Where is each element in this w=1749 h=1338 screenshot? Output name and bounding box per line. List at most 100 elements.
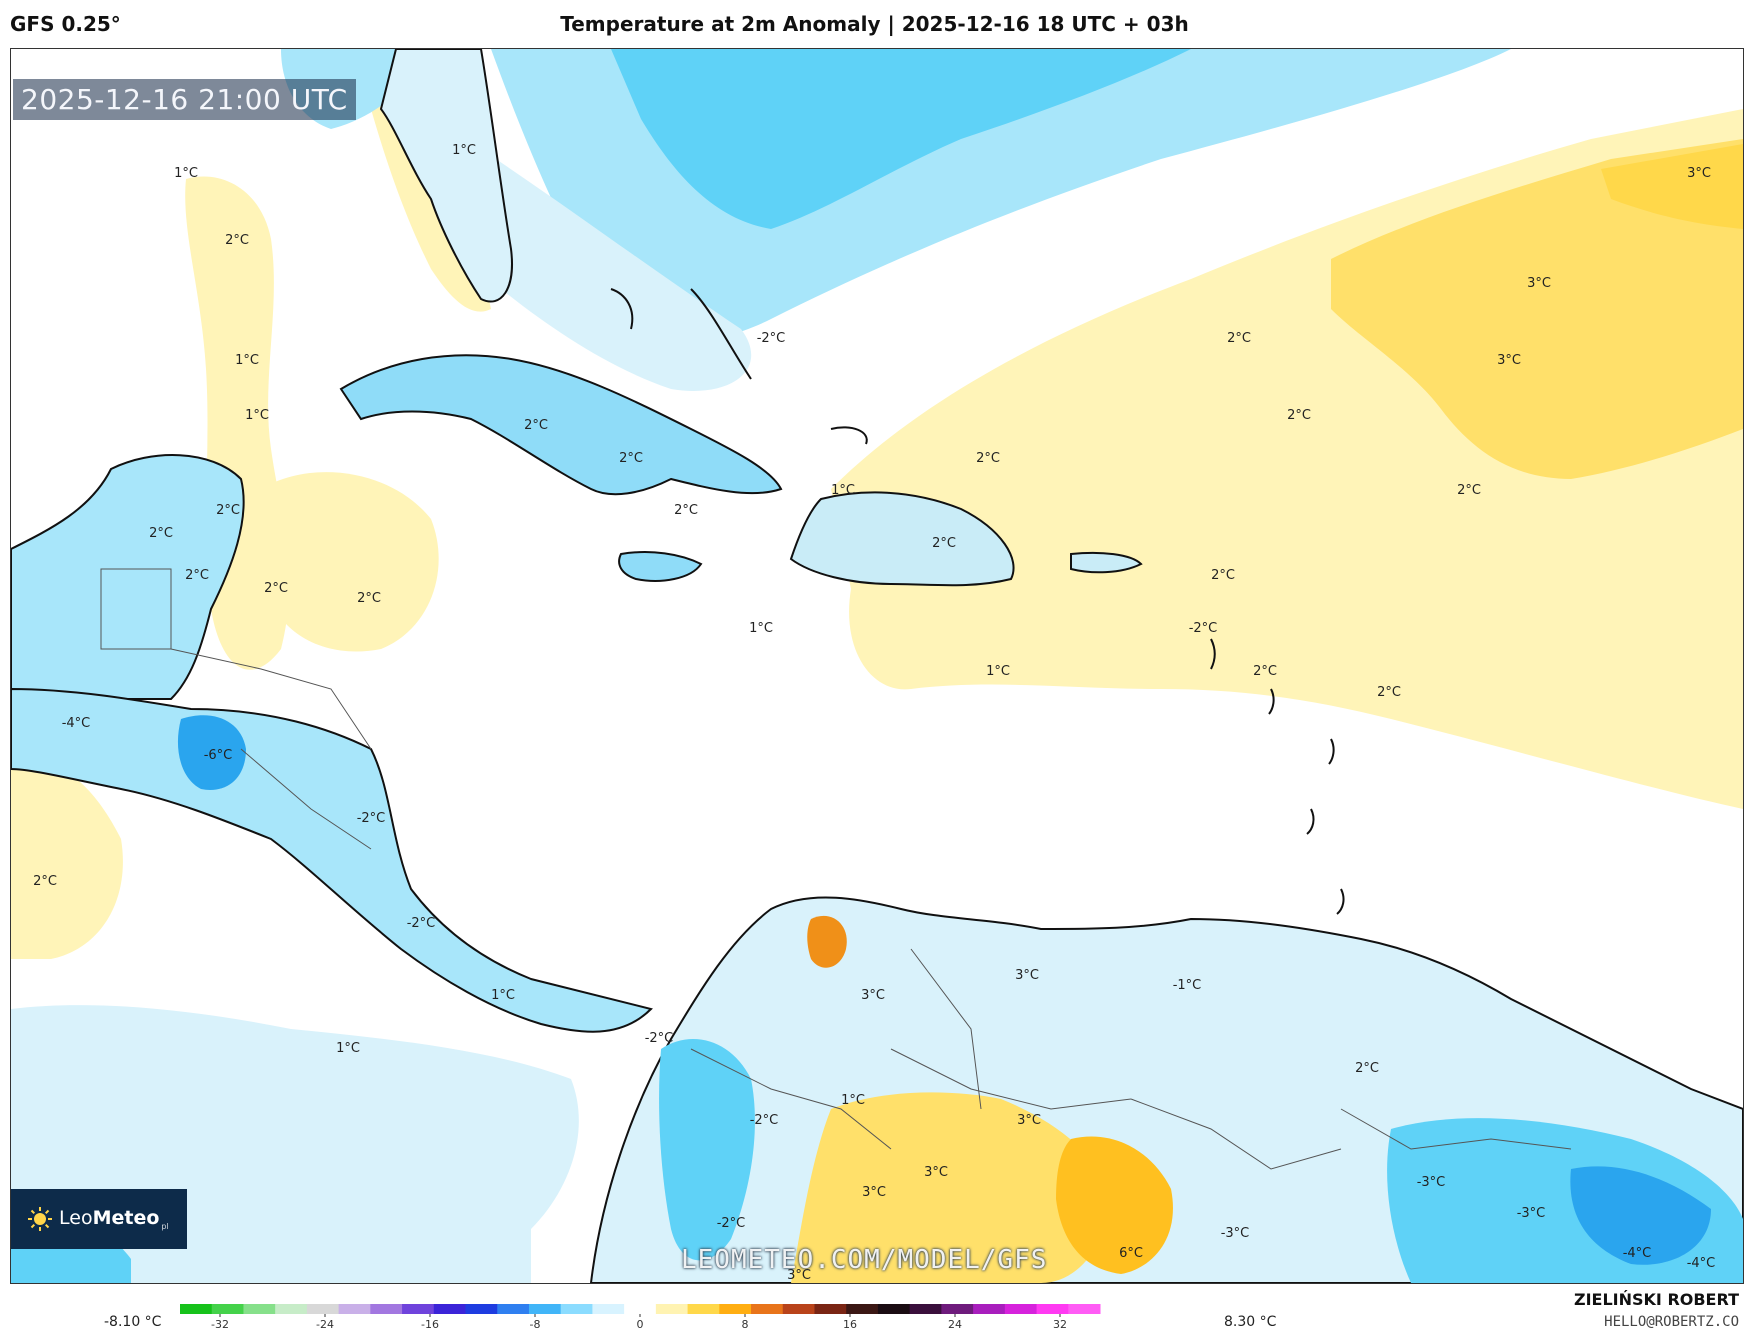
lesser-antilles [610, 288, 1345, 915]
anomaly-label: 2°C [674, 503, 698, 518]
legend-tick-label: -32 [211, 1318, 229, 1331]
legend-color-step [560, 1304, 593, 1314]
anomaly-label: 2°C [1355, 1061, 1379, 1076]
anomaly-map[interactable]: 1°C 1°C 3°C 2°C 3°C -2°C 2°C 1°C 3°C 2°C 1°C 2°C 2°C… [11, 49, 1743, 1283]
anomaly-label: -3°C [1417, 1175, 1446, 1190]
anomaly-label: 2°C [1457, 483, 1481, 498]
color-scale-legend: -32 -24 -16 -8 0 8 16 24 32 [180, 1304, 1101, 1331]
legend-color-step [338, 1304, 371, 1314]
model-name: GFS 0.25° [10, 12, 121, 36]
legend-tick-label: -24 [316, 1318, 334, 1331]
valid-time-badge: 2025-12-16 21:00 UTC [13, 79, 356, 120]
anomaly-label: 1°C [841, 1093, 865, 1108]
anomaly-label: 3°C [861, 988, 885, 1003]
anomaly-label: -2°C [357, 811, 386, 826]
warm-region-venezuela [791, 1092, 1111, 1283]
land-central-america [11, 687, 653, 1033]
anomaly-label: 3°C [1687, 166, 1711, 181]
anomaly-label: 2°C [1287, 408, 1311, 423]
legend-color-step [719, 1304, 752, 1314]
anomaly-label: 1°C [336, 1041, 360, 1056]
land-jamaica [618, 551, 703, 582]
legend-color-step [782, 1304, 815, 1314]
anomaly-label: -2°C [1189, 621, 1218, 636]
legend-tick-label: -16 [421, 1318, 439, 1331]
cool-region-mexico-highlands [177, 715, 246, 790]
anomaly-label: 2°C [264, 581, 288, 596]
legend-color-step [655, 1304, 689, 1314]
anomaly-label: 2°C [216, 503, 240, 518]
anomaly-label: 3°C [862, 1185, 886, 1200]
warm-region-west-sea [261, 472, 439, 652]
legend-color-step [1036, 1304, 1069, 1314]
map-title: Temperature at 2m Anomaly | 2025-12-16 1… [560, 12, 1189, 36]
anomaly-label: -4°C [1687, 1256, 1716, 1271]
anomaly-label: 1°C [749, 621, 773, 636]
legend-color-step [814, 1304, 847, 1314]
anomaly-label: 2°C [1211, 568, 1235, 583]
anomaly-label: -4°C [1623, 1246, 1652, 1261]
anomaly-label: 1°C [174, 166, 198, 181]
anomaly-label: 2°C [357, 591, 381, 606]
legend-color-step [306, 1304, 340, 1314]
warm-region-pacific [11, 762, 123, 959]
anomaly-label: -2°C [645, 1031, 674, 1046]
author-email[interactable]: HELLO@ROBERTZ.CO [1604, 1314, 1739, 1330]
anomaly-label: 2°C [225, 233, 249, 248]
legend-color-step [275, 1304, 308, 1314]
legend-min-value: -8.10 °C [104, 1314, 162, 1330]
legend-color-step [687, 1304, 720, 1314]
anomaly-label: 1°C [245, 408, 269, 423]
anomaly-label: -2°C [717, 1216, 746, 1231]
anomaly-labels: 1°C 1°C 3°C 2°C 3°C -2°C 2°C 1°C 3°C 2°C 1°C 2°C 2°C… [33, 143, 1715, 1283]
warm-region-colombia-peak [807, 915, 847, 968]
leometeo-logo[interactable]: LeoMeteo pl [11, 1189, 187, 1249]
anomaly-label: 1°C [491, 988, 515, 1003]
anomaly-label: 2°C [619, 451, 643, 466]
legend-color-step [402, 1304, 435, 1314]
anomaly-label: 3°C [1527, 276, 1551, 291]
cool-region-andes [659, 1039, 755, 1261]
warm-region-venezuela-core [1056, 1136, 1173, 1274]
anomaly-label: 2°C [1253, 664, 1277, 679]
anomaly-label: 2°C [524, 418, 548, 433]
author-name: ZIELIŃSKI ROBERT [1573, 1290, 1739, 1309]
legend-color-step [433, 1304, 467, 1314]
anomaly-label: 2°C [149, 526, 173, 541]
legend-color-step [751, 1304, 784, 1314]
anomaly-label: 2°C [33, 874, 57, 889]
legend-tick-label: -8 [530, 1318, 541, 1331]
legend-color-step [180, 1304, 213, 1314]
anomaly-label: -3°C [1517, 1206, 1546, 1221]
anomaly-label: 2°C [932, 536, 956, 551]
cool-region-bahamas [470, 149, 752, 391]
anomaly-label: 6°C [1119, 1246, 1143, 1261]
anomaly-label: 2°C [976, 451, 1000, 466]
land-puerto-rico [1070, 551, 1143, 574]
logo-text: LeoMeteo pl [59, 1207, 169, 1231]
sun-icon [28, 1207, 52, 1231]
anomaly-label: 3°C [1017, 1113, 1041, 1128]
land-hispaniola [789, 491, 1015, 587]
anomaly-label: 3°C [1497, 353, 1521, 368]
legend-color-step [243, 1304, 276, 1314]
legend-max-value: 8.30 °C [1224, 1314, 1277, 1330]
land-cuba [339, 354, 783, 496]
anomaly-label: -2°C [407, 916, 436, 931]
legend-color-step [973, 1304, 1006, 1314]
anomaly-label: 2°C [185, 568, 209, 583]
legend-color-step [877, 1304, 911, 1314]
legend-color-step [1004, 1304, 1038, 1314]
anomaly-label: -4°C [62, 716, 91, 731]
warm-region-atlantic-core [1331, 139, 1743, 479]
warm-region-atlantic-peak [1601, 144, 1743, 229]
map-panel[interactable]: 1°C 1°C 3°C 2°C 3°C -2°C 2°C 1°C 3°C 2°C 1°C 2°C 2°C… [10, 48, 1744, 1284]
legend-color-step [624, 1304, 657, 1314]
anomaly-label: -3°C [1221, 1226, 1250, 1241]
land-florida [379, 49, 513, 303]
legend-color-step [370, 1304, 403, 1314]
legend-color-step [211, 1304, 244, 1314]
legend-color-step [497, 1304, 530, 1314]
legend-tick-label: 0 [637, 1318, 644, 1331]
legend-tick-label: 24 [948, 1318, 962, 1331]
